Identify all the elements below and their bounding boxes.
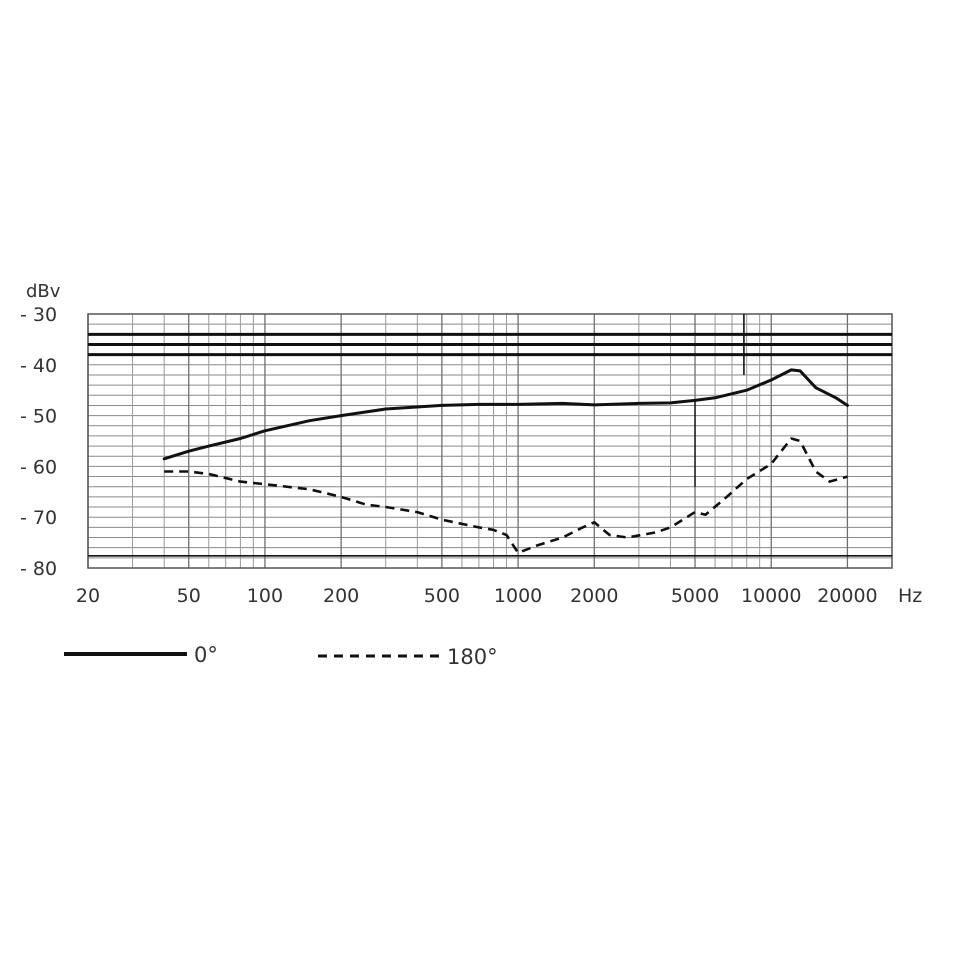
- y-tick-label: - 70: [20, 507, 57, 529]
- x-axis-unit: Hz: [898, 585, 922, 607]
- x-tick-label: 100: [247, 585, 283, 607]
- x-tick-label: 500: [424, 585, 460, 607]
- y-axis-label: dBv: [26, 281, 61, 302]
- y-tick-label: - 30: [20, 304, 57, 326]
- series-layer: [162, 368, 849, 555]
- legend: 0° 180°: [64, 643, 498, 669]
- x-tick-label: 5000: [671, 585, 719, 607]
- y-tick-label: - 80: [20, 558, 57, 580]
- axes: - 30 - 40 - 50 - 60 - 70 - 80 dBv 20 50 100 200 500…: [20, 281, 922, 607]
- legend-label-180deg: 180°: [447, 645, 498, 669]
- x-tick-label: 200: [323, 585, 359, 607]
- y-tick-label: - 40: [20, 355, 57, 377]
- grid: [87, 313, 893, 569]
- x-tick-label: 2000: [570, 585, 618, 607]
- series-line-180deg: [164, 437, 848, 555]
- y-tick-label: - 50: [20, 406, 57, 428]
- x-tick-label: 50: [177, 585, 201, 607]
- x-tick-label: 20000: [817, 585, 877, 607]
- x-tick-label: 10000: [741, 585, 801, 607]
- legend-label-0deg: 0°: [194, 643, 218, 667]
- x-tick-label: 1000: [494, 585, 542, 607]
- plot-frame: [87, 313, 893, 569]
- series-line-0deg: [162, 368, 849, 461]
- y-tick-label: - 60: [20, 456, 57, 478]
- x-tick-label: 20: [76, 585, 100, 607]
